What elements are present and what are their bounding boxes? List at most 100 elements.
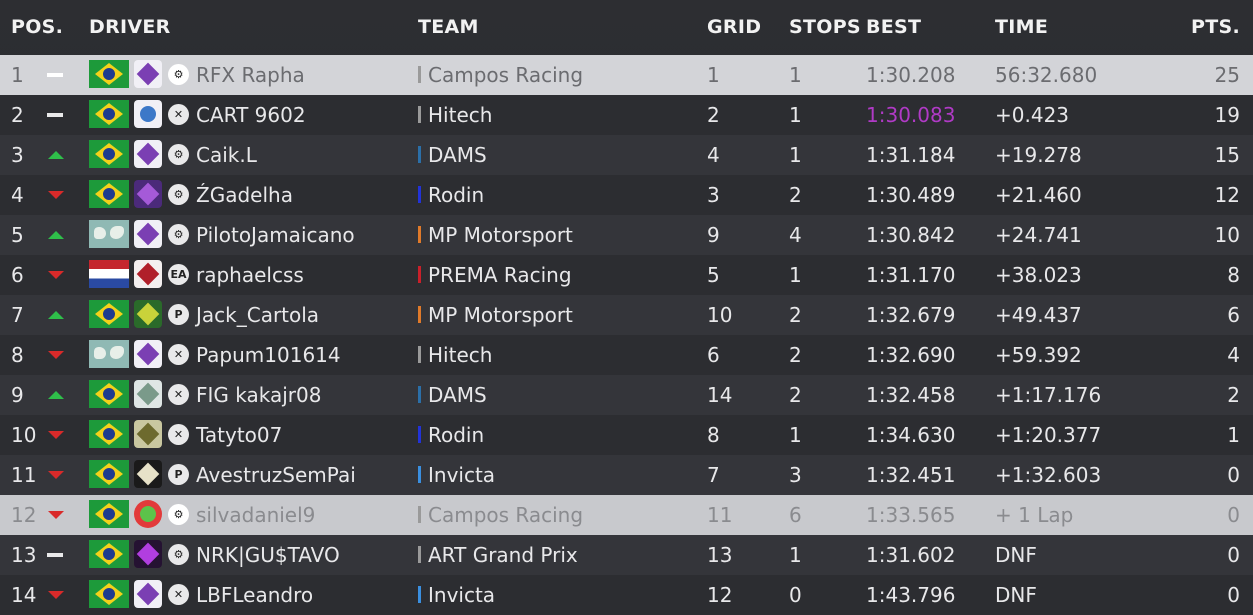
header-stops: STOPS [789,16,861,38]
best-lap: 1:31.184 [866,143,956,167]
table-row[interactable]: 6 EA raphaelcss PREMA Racing 5 1 1:31.170 +38.0… [0,255,1253,295]
race-time: +0.423 [995,103,1070,127]
race-time: 56:32.680 [995,63,1098,87]
team-color-bar [418,66,421,83]
table-row[interactable]: 10 ✕ Tatyto07 Rodin 8 1 1:34.630 +1:20.377 1 [0,415,1253,455]
pit-stops: 3 [789,463,802,487]
position: 5 [11,223,24,247]
team-name: Campos Racing [428,63,584,87]
brazil-flag [89,60,129,88]
brazil-flag [89,500,129,528]
points: 4 [1227,343,1240,367]
header-pts: PTS. [1191,16,1240,38]
grid-position: 6 [707,343,720,367]
race-time: +19.278 [995,143,1082,167]
points: 0 [1227,583,1240,607]
steam-icon: ⚙ [168,224,189,245]
pit-stops: 1 [789,63,802,87]
points: 6 [1227,303,1240,327]
team-logo-icon [134,300,162,328]
driver-name[interactable]: Papum101614 [196,343,341,367]
team-logo-icon [134,140,162,168]
driver-name[interactable]: PilotoJamaicano [196,223,355,247]
position-change-down-icon [44,587,66,603]
team-logo-icon [134,260,162,288]
grid-position: 4 [707,143,720,167]
table-row[interactable]: 7 P Jack_Cartola MP Motorsport 10 2 1:32.679 +4… [0,295,1253,335]
driver-name[interactable]: Tatyto07 [196,423,283,447]
table-row[interactable]: 3 ⚙ Caik.L DAMS 4 1 1:31.184 +19.278 15 [0,135,1253,175]
world-flag [89,220,129,248]
points: 19 [1214,103,1240,127]
table-row[interactable]: 1 ⚙ RFX Rapha Campos Racing 1 1 1:30.208 56:32.… [0,55,1253,95]
brazil-flag [89,540,129,568]
driver-name[interactable]: ŹGadelha [196,183,293,207]
team-name: Campos Racing [428,503,584,527]
team-color-bar [418,266,421,283]
team-color-bar [418,146,421,163]
grid-position: 12 [707,583,733,607]
team-color-bar [418,386,421,403]
table-row[interactable]: 12 ⚙ silvadaniel9 Campos Racing 11 6 1:33.565 +… [0,495,1253,535]
team-logo-icon [134,540,162,568]
driver-name[interactable]: RFX Rapha [196,63,305,87]
position-change-down-icon [44,467,66,483]
pit-stops: 6 [789,503,802,527]
team-name: DAMS [428,383,487,407]
pit-stops: 2 [789,343,802,367]
driver-name[interactable]: LBFLeandro [196,583,314,607]
table-row[interactable]: 11 P AvestruzSemPai Invicta 7 3 1:32.451 +1:32.… [0,455,1253,495]
table-row[interactable]: 5 ⚙ PilotoJamaicano MP Motorsport 9 4 1:30.842… [0,215,1253,255]
driver-name[interactable]: CART 9602 [196,103,306,127]
grid-position: 3 [707,183,720,207]
best-lap: 1:33.565 [866,503,956,527]
xbox-icon: ✕ [168,344,189,365]
team-name: Hitech [428,343,493,367]
driver-name[interactable]: silvadaniel9 [196,503,316,527]
team-color-bar [418,546,421,563]
table-row[interactable]: 8 ✕ Papum101614 Hitech 6 2 1:32.690 +59.392 4 [0,335,1253,375]
team-name: Invicta [428,583,496,607]
team-name: DAMS [428,143,487,167]
grid-position: 9 [707,223,720,247]
driver-name[interactable]: raphaelcss [196,263,304,287]
driver-name[interactable]: Jack_Cartola [196,303,320,327]
position: 6 [11,263,24,287]
table-row[interactable]: 2 ✕ CART 9602 Hitech 2 1 1:30.083 +0.423 19 [0,95,1253,135]
brazil-flag [89,300,129,328]
pit-stops: 1 [789,263,802,287]
best-lap: 1:32.458 [866,383,956,407]
team-logo-icon [134,340,162,368]
driver-name[interactable]: FIG kakajr08 [196,383,322,407]
team-logo-icon [134,220,162,248]
position-change-down-icon [44,427,66,443]
grid-position: 13 [707,543,733,567]
team-color-bar [418,586,421,603]
header-time: TIME [995,16,1049,38]
table-row[interactable]: 9 ✕ FIG kakajr08 DAMS 14 2 1:32.458 +1:17.176 2 [0,375,1253,415]
team-color-bar [418,186,421,203]
xbox-icon: ✕ [168,104,189,125]
best-lap: 1:30.489 [866,183,956,207]
xbox-icon: ✕ [168,584,189,605]
netherlands-flag [89,260,129,288]
best-lap: 1:30.208 [866,63,956,87]
brazil-flag [89,380,129,408]
driver-name[interactable]: Caik.L [196,143,257,167]
table-row[interactable]: 13 ⚙ NRK|GU$TAVO ART Grand Prix 13 1 1:31.602 D… [0,535,1253,575]
team-logo-icon [134,580,162,608]
best-lap: 1:32.451 [866,463,956,487]
table-row[interactable]: 14 ✕ LBFLeandro Invicta 12 0 1:43.796 DNF 0 [0,575,1253,615]
points: 1 [1227,423,1240,447]
position-change-up-icon [44,147,66,163]
race-time: +1:20.377 [995,423,1102,447]
race-time: +1:32.603 [995,463,1102,487]
driver-name[interactable]: NRK|GU$TAVO [196,543,340,567]
brazil-flag [89,140,129,168]
race-time: DNF [995,583,1037,607]
grid-position: 7 [707,463,720,487]
table-row[interactable]: 4 ⚙ ŹGadelha Rodin 3 2 1:30.489 +21.460 12 [0,175,1253,215]
team-name: Hitech [428,103,493,127]
driver-name[interactable]: AvestruzSemPai [196,463,356,487]
